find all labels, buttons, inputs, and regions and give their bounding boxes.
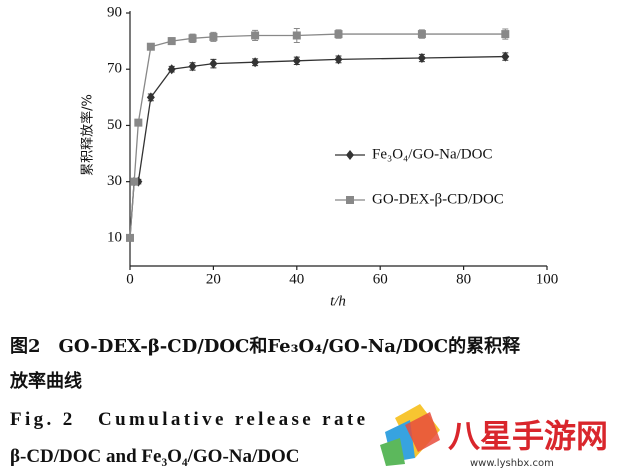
marker [501, 51, 510, 62]
x-tick-label: 80 [456, 271, 471, 287]
y-tick-label: 10 [107, 229, 122, 245]
x-tick-label: 40 [289, 271, 304, 287]
x-tick-label: 20 [206, 271, 221, 287]
marker [126, 233, 134, 242]
watermark-icon [380, 404, 440, 466]
watermark-url: www.lyshbx.com [470, 458, 554, 469]
y-tick-label: 90 [107, 4, 122, 20]
x-tick-label: 0 [126, 271, 134, 287]
marker [251, 31, 260, 40]
y-axis-label: 累积释放率/% [80, 94, 96, 176]
marker [167, 37, 176, 46]
marker [167, 64, 176, 75]
marker [251, 57, 260, 68]
marker [334, 30, 343, 39]
marker [134, 118, 143, 127]
legend-label: GO-DEX-β-CD/DOC [372, 191, 504, 207]
legend-marker [346, 150, 354, 160]
legend-label: Fe₃O₄/GO-Na/DOC [372, 146, 492, 162]
marker [417, 30, 426, 39]
y-tick-label: 50 [107, 117, 122, 133]
marker [334, 54, 343, 65]
marker [417, 52, 426, 63]
marker [209, 58, 218, 69]
marker [209, 32, 218, 41]
marker [292, 31, 301, 40]
marker [501, 30, 510, 39]
legend-marker [346, 196, 354, 204]
x-tick-label: 60 [373, 271, 388, 287]
marker [188, 61, 197, 72]
marker [188, 34, 197, 43]
caption-cn: 放率曲线 [9, 370, 82, 392]
caption-cn: 图2 GO-DEX-β-CD/DOC和Fe₃O₄/GO-Na/DOC的累积释 [10, 335, 521, 357]
y-tick-label: 70 [107, 61, 122, 77]
caption-en: β-CD/DOC and Fe₃O₄/GO-Na/DOC [10, 446, 300, 467]
marker [146, 92, 155, 103]
marker [130, 177, 139, 186]
caption-en: Fig. 2 Cumulative release rate [10, 409, 365, 430]
watermark-name: 八星手游网 [448, 417, 608, 455]
y-tick-label: 30 [107, 173, 122, 189]
series-line [129, 33, 506, 238]
marker [146, 42, 155, 51]
x-axis-label: t/h [330, 293, 346, 309]
x-tick-label: 100 [536, 271, 559, 287]
marker [292, 55, 301, 66]
